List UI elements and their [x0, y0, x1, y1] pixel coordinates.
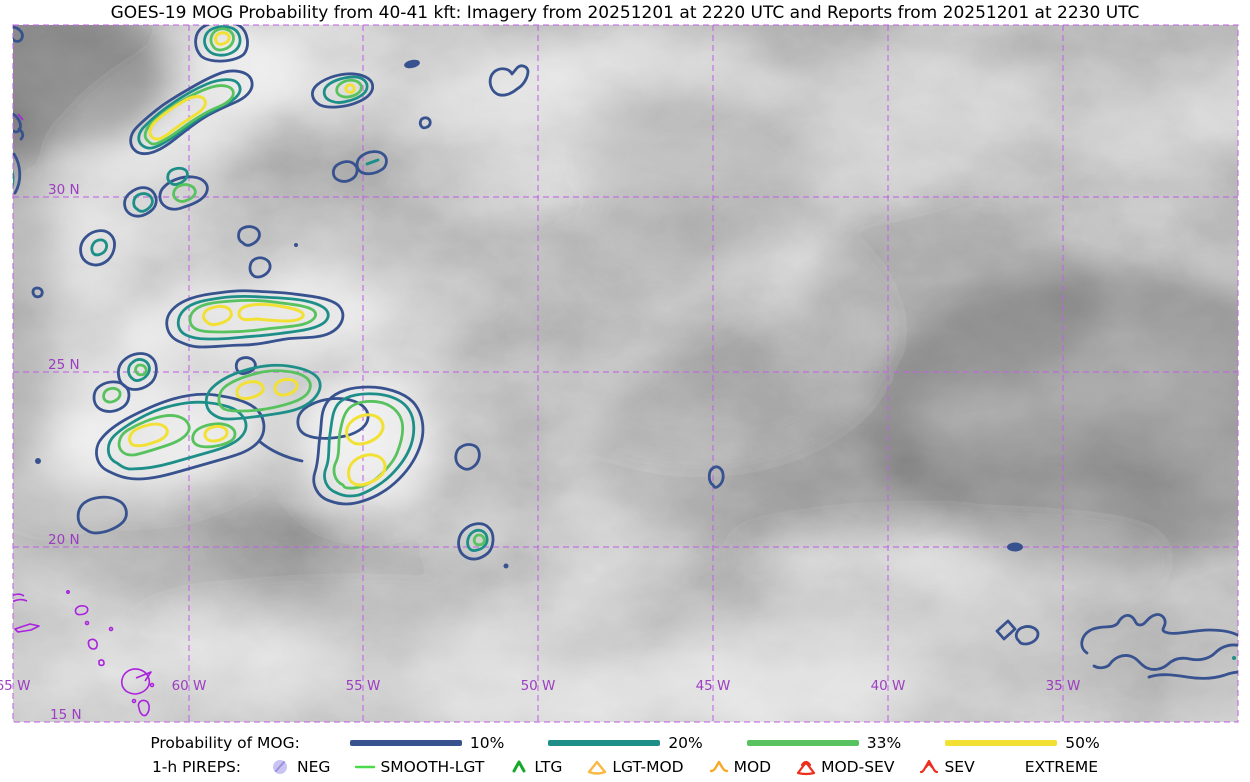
- lon-label-55w: 55 W: [346, 678, 381, 694]
- legend-item-label: SMOOTH-LGT: [380, 758, 485, 776]
- lon-label-65w: 65 W: [0, 678, 30, 694]
- lat-label-25n: 25 N: [48, 357, 80, 373]
- mog-probability-contours: [13, 25, 1238, 680]
- legend-item-label: NEG: [297, 758, 331, 776]
- contour-swatch-10pct: [349, 740, 462, 746]
- lon-label-50w: 50 W: [521, 678, 556, 694]
- legend-item-label: 33%: [866, 734, 902, 752]
- probability-legend-label: Probability of MOG:: [150, 734, 300, 752]
- legend-item-10pct: 10%: [349, 734, 505, 752]
- ltg-pirep-icon: [512, 760, 526, 773]
- pirep-legend: 1-h PIREPS: NEG SMOOTH-LGT LTG LGT-M: [0, 755, 1250, 779]
- mog-contours-20pct: [13, 25, 1236, 660]
- contour-swatch-33pct: [746, 740, 859, 746]
- mod-pirep-icon: [709, 760, 728, 773]
- legend-item-neg: NEG: [271, 758, 330, 776]
- lon-label-45w: 45 W: [696, 678, 731, 694]
- smooth-lgt-pirep-icon: [355, 765, 376, 769]
- legend-item-33pct: 33%: [746, 734, 902, 752]
- contour-swatch-50pct: [945, 740, 1058, 746]
- satellite-imagery: [13, 25, 1238, 722]
- extreme-pirep-icon: [999, 758, 1021, 776]
- legend-item-20pct: 20%: [548, 734, 703, 752]
- legend-item-smooth-lgt: SMOOTH-LGT: [354, 758, 484, 776]
- lat-label-20n: 20 N: [48, 532, 80, 548]
- legend-item-label: 10%: [469, 734, 505, 752]
- lgt-mod-pirep-icon: [588, 760, 607, 775]
- mog-contours-33pct: [102, 27, 486, 547]
- legend-item-sev: SEV: [918, 758, 975, 776]
- lon-label-60w: 60 W: [172, 678, 207, 694]
- legend-item-50pct: 50%: [945, 734, 1100, 752]
- legend-item-label: SEV: [944, 758, 975, 776]
- legend-item-label: MOD: [733, 758, 772, 776]
- legend-item-label: 20%: [668, 734, 703, 752]
- page-title: GOES-19 MOG Probability from 40-41 kft: …: [110, 3, 1140, 23]
- lat-label-15n: 15 N: [50, 707, 82, 723]
- lon-label-35w: 35 W: [1046, 678, 1081, 694]
- sev-pirep-icon: [920, 759, 939, 774]
- legend-item-label: MOD-SEV: [821, 758, 895, 776]
- legend-item-lgt-mod: LGT-MOD: [586, 758, 684, 776]
- legend-item-mod-sev: MOD-SEV: [795, 758, 894, 776]
- legend-item-mod: MOD: [708, 758, 772, 776]
- mog-contours-50pct: [128, 31, 387, 487]
- legend-item-label: LTG: [534, 758, 563, 776]
- legend-item-label: EXTREME: [1024, 758, 1099, 776]
- lon-label-40w: 40 W: [871, 678, 906, 694]
- mog-contours-10pct: [13, 25, 1238, 680]
- mod-sev-pirep-icon: [797, 760, 816, 776]
- legend-item-extreme: EXTREME: [999, 758, 1098, 776]
- coastlines: [13, 113, 155, 717]
- legend-item-label: 50%: [1065, 734, 1100, 752]
- latlon-grid: [12, 24, 1239, 723]
- contour-swatch-20pct: [548, 740, 661, 746]
- legend-item-ltg: LTG: [508, 758, 562, 776]
- pirep-legend-label: 1-h PIREPS:: [151, 758, 242, 776]
- probability-legend: Probability of MOG: 10% 20% 33% 50%: [0, 731, 1250, 755]
- neg-pirep-icon: [273, 760, 288, 774]
- grid-labels: 30 N 25 N 20 N 15 N 65 W 60 W 55 W 50 W …: [0, 182, 1080, 723]
- lat-label-30n: 30 N: [48, 182, 80, 198]
- legend-item-label: LGT-MOD: [612, 758, 684, 776]
